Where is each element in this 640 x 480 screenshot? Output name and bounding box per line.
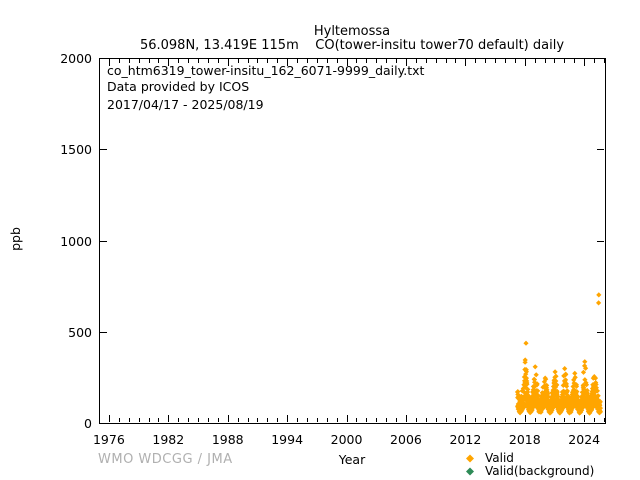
y-tick-label: 0 [84, 416, 92, 431]
dataset-filename: co_htm6319_tower-insitu_162_6071-9999_da… [107, 63, 425, 78]
valid-background-marker-icon [466, 467, 474, 476]
scatter-points-valid [514, 292, 603, 416]
x-tick-label: 2012 [449, 432, 481, 447]
x-tick-label: 1988 [212, 432, 244, 447]
data-provider-note: Data provided by ICOS [107, 79, 250, 94]
y-axis-ticks [100, 58, 604, 424]
y-axis-label: ppb [8, 227, 23, 251]
chart-title: Hyltemossa [313, 24, 391, 39]
y-tick-label: 1500 [60, 142, 92, 157]
y-tick-label: 1000 [60, 234, 92, 249]
x-tick-label: 1982 [152, 432, 184, 447]
chart-subtitle: 56.098N, 13.419E 115m CO(tower-insitu to… [139, 38, 565, 53]
x-axis-ticks [99, 59, 605, 422]
watermark: WMO WDCGG / JMA [98, 452, 233, 467]
x-tick-label: 2018 [509, 432, 541, 447]
x-tick-label: 2006 [390, 432, 422, 447]
legend-label-valid: Valid [485, 451, 514, 465]
plot-border [99, 58, 606, 424]
x-tick-label: 2024 [568, 432, 600, 447]
x-tick-label: 1976 [93, 432, 125, 447]
valid-marker-icon [466, 454, 474, 463]
x-axis-label: Year [338, 452, 366, 467]
x-tick-label: 1994 [271, 432, 303, 447]
legend-label-valid-background: Valid(background) [485, 464, 595, 478]
x-tick-label: 2000 [331, 432, 363, 447]
date-range: 2017/04/17 - 2025/08/19 [107, 97, 264, 112]
y-axis-tick-labels: 0 500 1000 1500 2000 [60, 51, 92, 431]
x-axis-tick-labels: 1976 1982 1988 1994 2000 2006 2012 2018 2024 [93, 432, 600, 447]
y-tick-label: 2000 [60, 51, 92, 66]
y-tick-label: 500 [68, 325, 92, 340]
